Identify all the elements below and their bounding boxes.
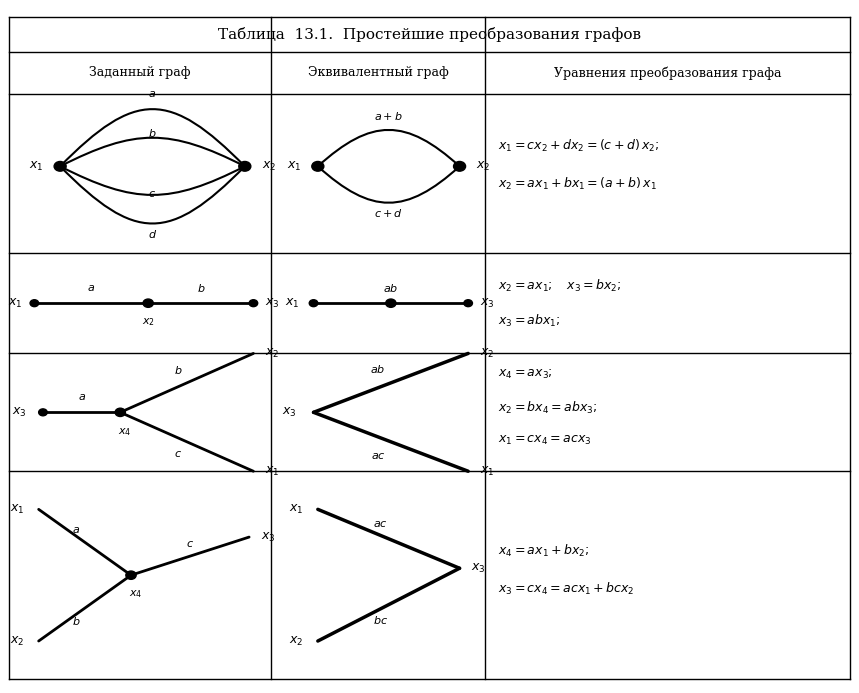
Circle shape — [464, 299, 472, 306]
Circle shape — [143, 299, 153, 308]
Text: $x_2$: $x_2$ — [289, 635, 303, 647]
Text: $x_3$: $x_3$ — [12, 406, 26, 419]
Circle shape — [115, 408, 125, 416]
Text: $x_2$: $x_2$ — [142, 317, 155, 328]
Text: $x_2 = ax_1 + bx_1 = (a + b)\,x_1$: $x_2 = ax_1 + bx_1 = (a + b)\,x_1$ — [498, 175, 657, 192]
Text: $a$: $a$ — [77, 392, 86, 402]
Circle shape — [386, 299, 396, 308]
Circle shape — [125, 571, 136, 579]
Text: $ab$: $ab$ — [370, 363, 386, 375]
Text: $x_1$: $x_1$ — [287, 160, 301, 173]
Text: $b$: $b$ — [149, 127, 156, 139]
Text: $x_1$: $x_1$ — [265, 465, 279, 477]
Circle shape — [239, 161, 251, 171]
Text: $x_1$: $x_1$ — [480, 465, 494, 477]
Text: Заданный граф: Заданный граф — [88, 67, 191, 79]
Text: $x_2 = ax_1;\quad x_3 = bx_2;$: $x_2 = ax_1;\quad x_3 = bx_2;$ — [498, 278, 622, 294]
Text: $bc$: $bc$ — [373, 614, 387, 626]
Circle shape — [312, 161, 324, 171]
Text: $x_1$: $x_1$ — [10, 503, 24, 516]
Text: $x_4 = ax_3;$: $x_4 = ax_3;$ — [498, 368, 553, 380]
Text: $x_4 = ax_1 + bx_2;$: $x_4 = ax_1 + bx_2;$ — [498, 543, 589, 559]
Text: $c + d$: $c + d$ — [375, 207, 403, 220]
Circle shape — [454, 161, 466, 171]
Text: $a$: $a$ — [88, 283, 95, 293]
Text: $x_1$: $x_1$ — [285, 297, 299, 310]
Text: $ac$: $ac$ — [370, 450, 386, 461]
Text: $x_2$: $x_2$ — [480, 347, 494, 360]
Text: $x_2$: $x_2$ — [262, 160, 276, 173]
Text: $b$: $b$ — [174, 365, 182, 376]
Text: $x_1 = cx_2 + dx_2 = (c + d)\,x_2;$: $x_1 = cx_2 + dx_2 = (c + d)\,x_2;$ — [498, 137, 660, 154]
Circle shape — [54, 161, 66, 171]
Text: $x_1 = cx_4 = acx_3$: $x_1 = cx_4 = acx_3$ — [498, 435, 592, 447]
Circle shape — [249, 299, 258, 306]
Text: $x_4$: $x_4$ — [129, 588, 142, 601]
Text: $a$: $a$ — [72, 525, 80, 535]
Text: $x_3$: $x_3$ — [261, 531, 275, 543]
Text: Уравнения преобразования графа: Уравнения преобразования графа — [554, 66, 782, 80]
Text: Таблица  13.1.  Простейшие преобразования графов: Таблица 13.1. Простейшие преобразования … — [218, 27, 641, 42]
Text: Эквивалентный граф: Эквивалентный граф — [308, 67, 448, 79]
Text: $b$: $b$ — [197, 282, 205, 294]
Text: $ac$: $ac$ — [373, 518, 387, 529]
Text: $a + b$: $a + b$ — [375, 110, 403, 123]
Text: $c$: $c$ — [174, 449, 182, 459]
Text: $d$: $d$ — [148, 228, 157, 240]
Text: $x_3$: $x_3$ — [472, 562, 485, 574]
Text: $ab$: $ab$ — [383, 282, 399, 294]
Text: $c$: $c$ — [186, 538, 194, 549]
Text: $x_4$: $x_4$ — [118, 426, 131, 438]
Text: $x_2$: $x_2$ — [477, 160, 490, 173]
Text: $x_3 = abx_1;$: $x_3 = abx_1;$ — [498, 313, 561, 328]
Text: $x_3$: $x_3$ — [283, 406, 296, 419]
Text: $x_2$: $x_2$ — [10, 635, 24, 647]
Circle shape — [39, 409, 47, 416]
Text: $x_3$: $x_3$ — [265, 297, 279, 310]
Text: $x_1$: $x_1$ — [9, 297, 22, 310]
Text: $c$: $c$ — [149, 189, 156, 199]
Text: $x_1$: $x_1$ — [289, 503, 303, 516]
Text: $b$: $b$ — [72, 615, 81, 626]
Text: $x_1$: $x_1$ — [29, 160, 43, 173]
Circle shape — [30, 299, 39, 306]
Text: $a$: $a$ — [149, 89, 156, 98]
Text: $x_2$: $x_2$ — [265, 347, 279, 360]
Circle shape — [309, 299, 318, 306]
Text: $x_3$: $x_3$ — [480, 297, 494, 310]
Text: $x_3 = cx_4 = acx_1 + bcx_2$: $x_3 = cx_4 = acx_1 + bcx_2$ — [498, 581, 635, 597]
Text: $x_2 = bx_4 = abx_3;$: $x_2 = bx_4 = abx_3;$ — [498, 399, 598, 416]
